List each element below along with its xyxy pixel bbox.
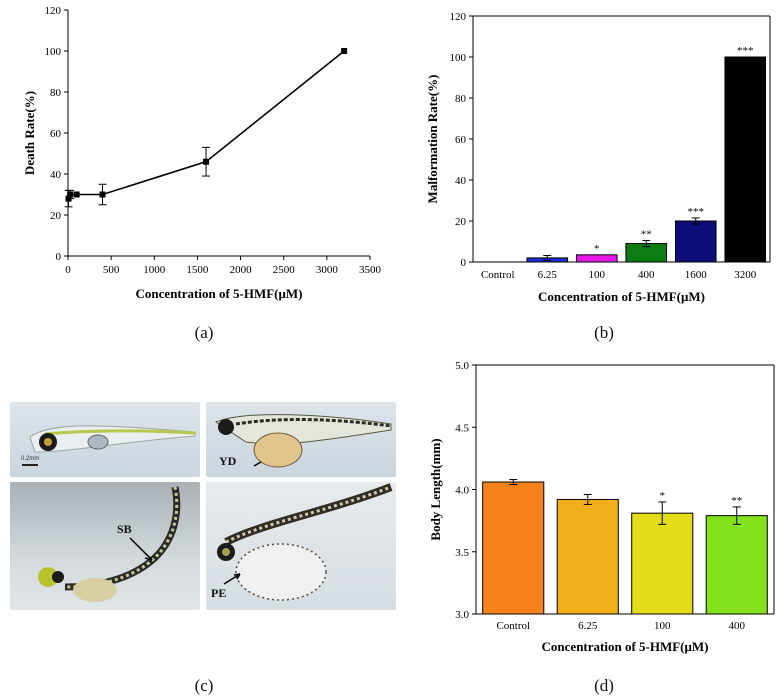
x-tick-label: 1600 [685, 269, 708, 281]
x-tick-label: 3500 [359, 264, 382, 276]
data-point [341, 48, 348, 54]
photo-yolk-edema-larva: YD [206, 402, 396, 477]
panel-label-b: (b) [594, 323, 614, 342]
y-tick-label: 80 [455, 93, 467, 105]
x-tick-label: 3000 [316, 264, 339, 276]
x-axis-title: Concentration of 5-HMF(μM) [538, 289, 705, 304]
bar [482, 481, 545, 615]
x-tick-label: 6.25 [538, 269, 558, 281]
significance-label: ** [731, 495, 742, 507]
y-axis-title: Body Length(mm) [428, 438, 443, 540]
photo-pericardial-edema-larva: PE [206, 482, 396, 610]
label-yd: YD [219, 454, 237, 468]
y-tick-label: 120 [45, 5, 62, 17]
panel-label-a: (a) [194, 323, 214, 342]
photo-control-larva: 0.2mm [10, 402, 200, 477]
significance-label: ** [641, 228, 652, 240]
y-axis-title: Death Rate(%) [22, 91, 37, 175]
x-tick-label: 2000 [230, 264, 253, 276]
x-tick-label: 500 [103, 264, 120, 276]
y-tick-label: 60 [50, 128, 62, 140]
x-axis-title: Concentration of 5-HMF(μM) [542, 639, 709, 654]
y-tick-label: 20 [50, 210, 62, 222]
y-tick-label: 0 [461, 257, 467, 269]
larva-pe-illustration [217, 483, 393, 601]
bar [705, 515, 768, 615]
x-tick-label: 1500 [186, 264, 209, 276]
bar [575, 254, 618, 263]
scale-bar-label: 0.2mm [21, 456, 40, 462]
photo-spine-bend-larva: SB [10, 482, 200, 610]
y-tick-label: 3.0 [455, 609, 469, 621]
significance-label: *** [688, 206, 705, 218]
y-tick-label: 3.5 [455, 547, 469, 559]
bar [674, 220, 717, 263]
x-tick-label: 6.25 [578, 620, 598, 632]
larva-sb-illustration [38, 486, 181, 602]
significance-label: * [594, 243, 600, 255]
significance-label: *** [737, 45, 754, 57]
x-tick-label: Control [481, 269, 515, 281]
y-tick-label: 40 [50, 169, 62, 181]
panel-label-c: (c) [194, 676, 214, 695]
x-axis-title: Concentration of 5-HMF(μM) [136, 286, 303, 301]
y-tick-label: 4.0 [455, 485, 469, 497]
x-tick-label: 100 [589, 269, 606, 281]
bar [556, 498, 619, 615]
x-tick-label: 100 [654, 620, 671, 632]
y-tick-label: 100 [45, 46, 62, 58]
significance-label: * [660, 490, 666, 502]
y-tick-label: 100 [450, 52, 467, 64]
data-point [73, 191, 80, 198]
data-point [67, 191, 74, 198]
bar [631, 512, 694, 615]
scale-bar [22, 464, 38, 466]
y-tick-label: 120 [450, 11, 467, 23]
y-tick-label: 5.0 [455, 360, 469, 372]
chart-a: 0 20 40 60 80 100 120 0 500 1000 1500 2000 2500 3000 3… [22, 5, 382, 301]
chart-d: 3.0 3.5 4.0 4.5 5.0 Control 6.25 * 100 ** 400 Conce… [428, 360, 775, 654]
x-tick-label: 400 [638, 269, 655, 281]
x-tick-label: 3200 [734, 269, 757, 281]
larva-yd-illustration [214, 414, 392, 468]
y-axis-title: Malformation Rate(%) [425, 75, 440, 204]
y-tick-label: 40 [455, 175, 467, 187]
y-tick-label: 4.5 [455, 422, 469, 434]
bar [724, 56, 767, 263]
y-tick-label: 0 [56, 251, 62, 263]
x-tick-label: 1000 [143, 264, 166, 276]
y-tick-label: 80 [50, 87, 62, 99]
label-sb: SB [117, 522, 132, 536]
x-tick-label: 2500 [273, 264, 296, 276]
x-tick-label: 0 [65, 264, 71, 276]
y-tick-label: 20 [455, 216, 467, 228]
data-point [203, 158, 210, 165]
data-point [99, 191, 106, 198]
y-tick-label: 60 [455, 134, 467, 146]
label-pe: PE [211, 586, 227, 600]
x-tick-label: Control [496, 620, 530, 632]
x-tick-label: 400 [729, 620, 746, 632]
panel-label-d: (d) [594, 676, 614, 695]
chart-b: 0 20 40 60 80 100 120 Control 6.25 * 100 ** 400 *** 16… [425, 11, 771, 304]
larva-normal-illustration [29, 425, 196, 453]
